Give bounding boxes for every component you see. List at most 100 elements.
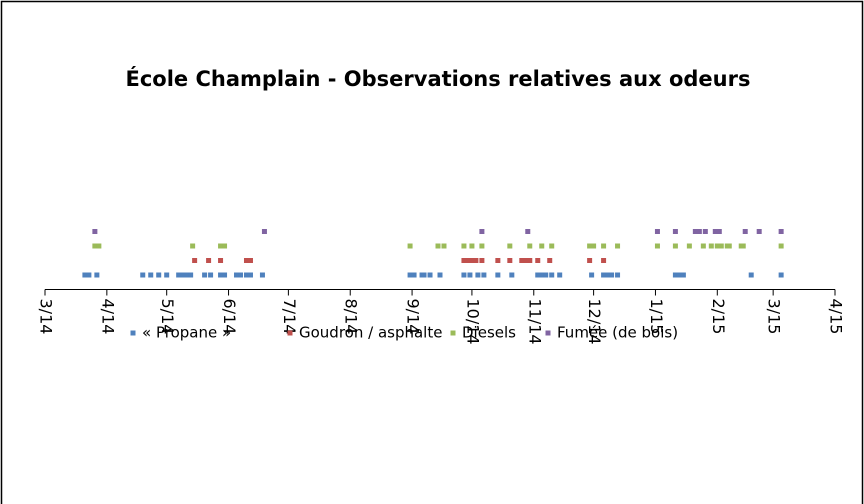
point bbox=[441, 243, 447, 249]
chart-title: École Champlain - Observations relatives… bbox=[126, 66, 751, 91]
point bbox=[778, 272, 784, 278]
point bbox=[479, 229, 485, 234]
point bbox=[479, 258, 485, 263]
point bbox=[188, 272, 194, 278]
x-tick-label: 11/14 bbox=[525, 299, 544, 345]
point bbox=[543, 272, 549, 278]
point bbox=[700, 243, 706, 249]
point bbox=[778, 243, 784, 249]
point bbox=[601, 258, 607, 263]
point bbox=[589, 272, 595, 278]
point bbox=[86, 272, 92, 278]
x-tick-label: 9/14 bbox=[404, 299, 423, 335]
point bbox=[672, 229, 678, 234]
x-tick-label: 6/14 bbox=[220, 299, 239, 335]
point bbox=[259, 272, 265, 278]
point bbox=[519, 258, 525, 263]
point bbox=[243, 272, 249, 278]
point bbox=[82, 272, 88, 278]
point bbox=[692, 229, 698, 234]
point bbox=[465, 258, 471, 263]
point bbox=[680, 272, 686, 278]
point bbox=[601, 272, 607, 278]
x-tick-label: 5/14 bbox=[158, 299, 177, 335]
point bbox=[481, 272, 487, 278]
x-tick-label: 3/15 bbox=[765, 299, 784, 335]
point bbox=[609, 272, 615, 278]
point bbox=[92, 229, 98, 234]
point bbox=[654, 243, 660, 249]
point bbox=[407, 243, 413, 249]
point bbox=[601, 243, 607, 249]
point bbox=[184, 272, 190, 278]
point bbox=[615, 243, 621, 249]
point bbox=[696, 229, 702, 234]
x-tick-label: 7/14 bbox=[280, 299, 299, 335]
point bbox=[535, 258, 541, 263]
point bbox=[475, 272, 481, 278]
legend-label: Goudron / asphalte bbox=[299, 324, 442, 342]
point bbox=[495, 272, 501, 278]
point bbox=[672, 243, 678, 249]
point bbox=[676, 272, 682, 278]
point bbox=[92, 243, 98, 249]
point bbox=[591, 243, 597, 249]
point bbox=[535, 272, 541, 278]
legend-label: Diesels bbox=[462, 324, 516, 342]
point bbox=[247, 272, 253, 278]
point bbox=[411, 272, 417, 278]
point bbox=[206, 258, 212, 263]
point bbox=[473, 258, 479, 263]
point bbox=[467, 272, 473, 278]
point bbox=[525, 229, 531, 234]
point bbox=[523, 258, 529, 263]
point bbox=[461, 272, 467, 278]
point bbox=[615, 272, 621, 278]
point bbox=[672, 272, 678, 278]
x-tick-label: 4/15 bbox=[827, 299, 846, 335]
point bbox=[547, 258, 553, 263]
legend-label: Fumée (de bois) bbox=[557, 324, 678, 342]
point bbox=[94, 272, 100, 278]
point bbox=[202, 272, 208, 278]
legend-marker bbox=[450, 330, 456, 336]
point bbox=[716, 229, 722, 234]
point bbox=[148, 272, 154, 278]
point bbox=[222, 243, 228, 249]
point bbox=[180, 272, 186, 278]
point bbox=[686, 243, 692, 249]
point bbox=[587, 258, 593, 263]
point bbox=[557, 272, 563, 278]
legend-marker bbox=[545, 330, 551, 336]
point bbox=[96, 243, 102, 249]
point bbox=[479, 243, 485, 249]
legend-label: « Propane » bbox=[142, 324, 231, 342]
point bbox=[261, 229, 267, 234]
point bbox=[748, 272, 754, 278]
point bbox=[708, 243, 714, 249]
legend-marker bbox=[287, 330, 293, 336]
point bbox=[605, 272, 611, 278]
point bbox=[247, 258, 253, 263]
point bbox=[718, 243, 724, 249]
point bbox=[437, 272, 443, 278]
point bbox=[435, 243, 441, 249]
point bbox=[164, 272, 170, 278]
point bbox=[527, 258, 533, 263]
point bbox=[140, 272, 146, 278]
point bbox=[238, 272, 244, 278]
x-tick-label: 10/14 bbox=[463, 299, 482, 345]
point bbox=[176, 272, 182, 278]
point bbox=[740, 243, 746, 249]
point bbox=[469, 243, 475, 249]
point bbox=[742, 229, 748, 234]
x-tick-label: 12/14 bbox=[585, 299, 604, 345]
x-tick-label: 2/15 bbox=[709, 299, 728, 335]
point bbox=[407, 272, 413, 278]
point bbox=[527, 243, 533, 249]
point bbox=[192, 258, 198, 263]
point bbox=[234, 272, 240, 278]
x-tick-label: 1/15 bbox=[647, 299, 666, 335]
point bbox=[218, 258, 224, 263]
